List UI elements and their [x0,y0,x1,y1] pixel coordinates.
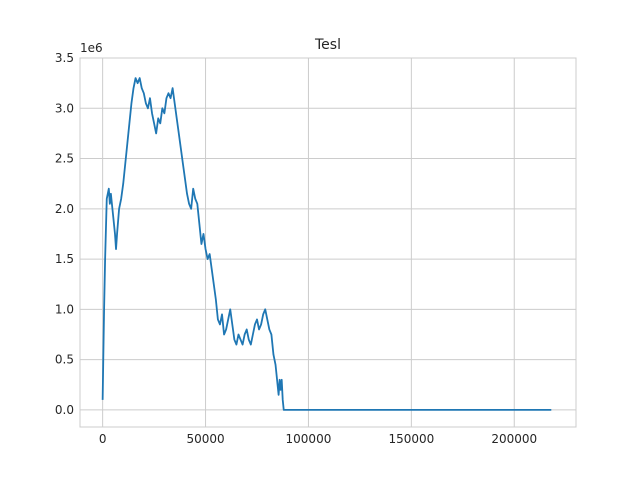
x-tick-label: 200000 [491,432,537,446]
tick-labels: 0 50000 100000 150000 200000 0.0 0.5 1.0 1.5 2.0 2… [55,51,537,446]
x-tick-label: 100000 [286,432,332,446]
y-tick-label: 2.5 [55,152,74,166]
y-tick-label: 2.0 [55,202,74,216]
y-tick-label: 0.5 [55,353,74,367]
y-axis-offset-label: 1e6 [80,41,103,55]
x-tick-label: 150000 [388,432,434,446]
grid-lines [80,57,576,427]
y-tick-label: 0.0 [55,403,74,417]
axes-frame [79,57,577,428]
y-tick-label: 3.0 [55,101,74,115]
x-tick-label: 0 [99,432,107,446]
x-tick-label: 50000 [186,432,224,446]
y-tick-label: 3.5 [55,51,74,65]
chart-title: Tesl [314,37,341,53]
y-tick-label: 1.0 [55,302,74,316]
plot-area [101,77,552,411]
series-line [101,77,552,411]
y-tick-label: 1.5 [55,252,74,266]
